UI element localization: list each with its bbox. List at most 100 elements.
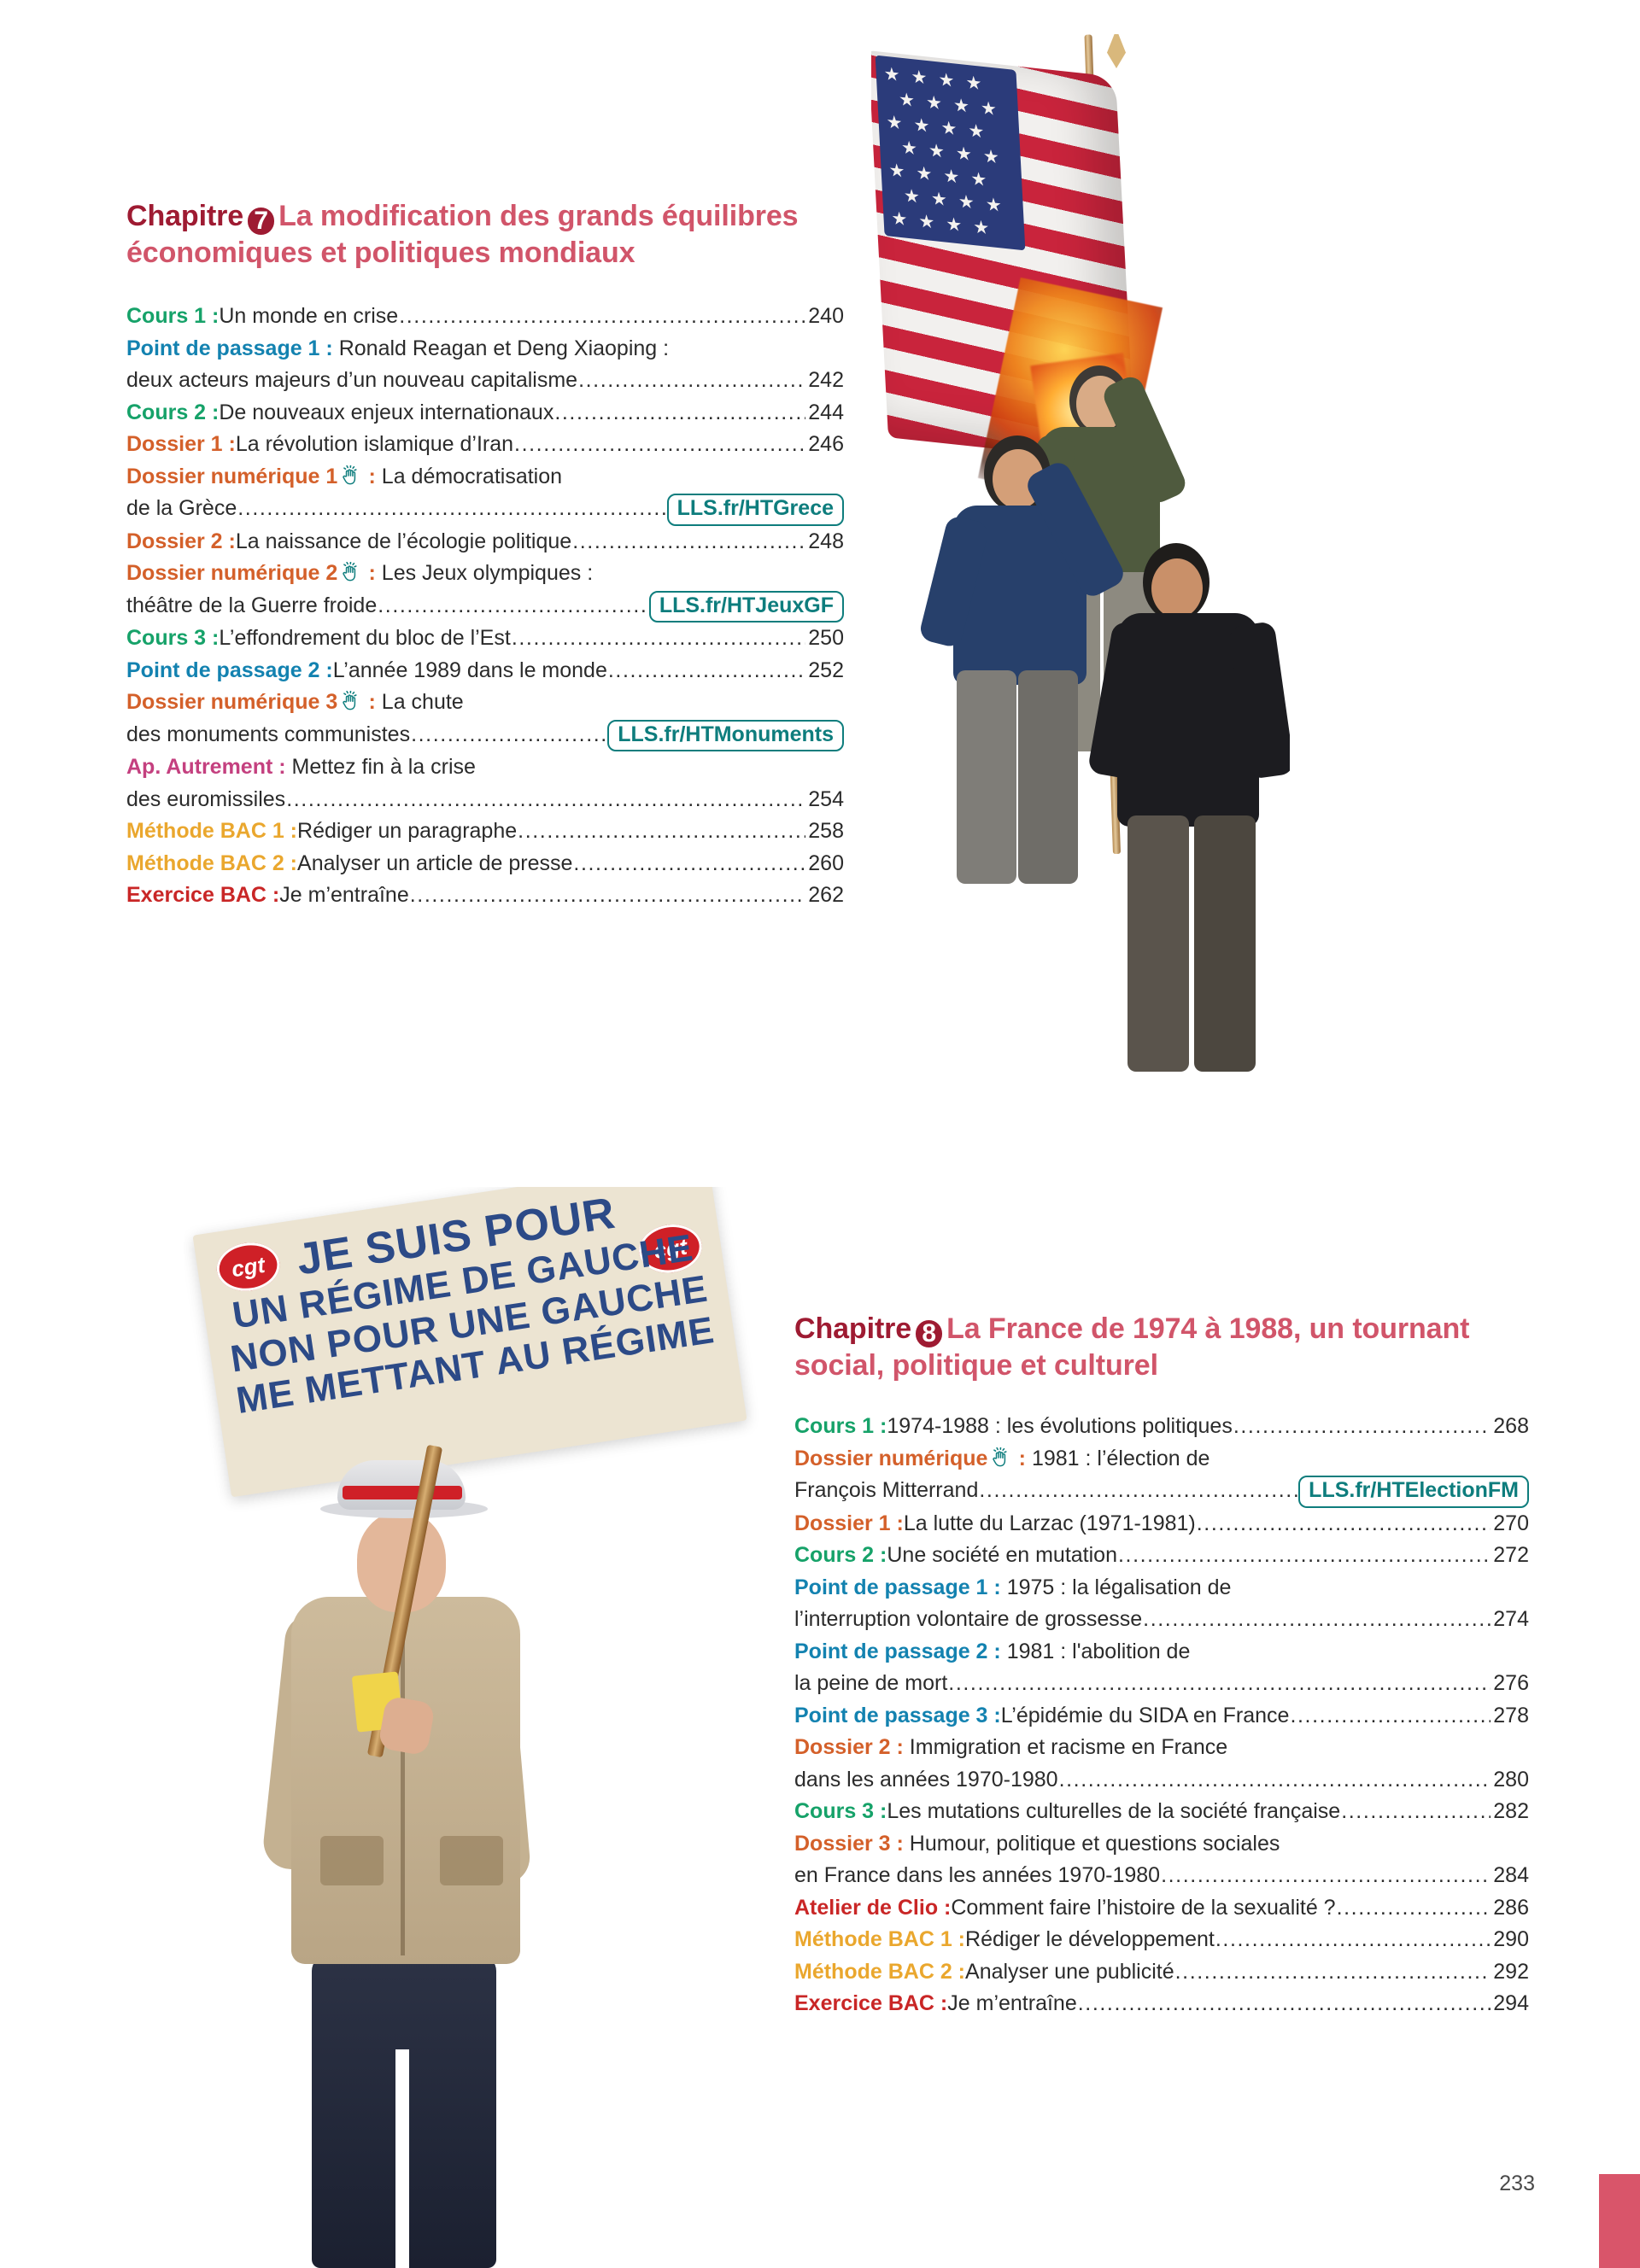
toc-entry[interactable]: Cours 3 : L’effondrement du bloc de l’Es… xyxy=(126,623,844,655)
dot-leader: ........................................… xyxy=(573,850,806,875)
toc-entry[interactable]: Cours 3 : Les mutations culturelles de l… xyxy=(794,1796,1529,1828)
dot-leader: ........................................… xyxy=(1077,1991,1491,2015)
toc-entry-page-number: 250 xyxy=(808,626,844,650)
dot-leader: ........................................… xyxy=(409,883,806,907)
chapter-7-number-badge: 7 xyxy=(247,208,275,235)
toc-entry[interactable]: Exercice BAC : Je m’entraîne............… xyxy=(794,1988,1529,2020)
click-hand-icon[interactable] xyxy=(340,465,360,488)
toc-entry-continuation[interactable]: théâtre de la Guerre froide.............… xyxy=(126,590,844,623)
toc-entry[interactable]: Dossier numérique 3 : La chute xyxy=(126,687,844,719)
toc-entry-continuation[interactable]: François Mitterrand.....................… xyxy=(794,1475,1529,1508)
toc-entry-page-number: 262 xyxy=(808,883,844,907)
toc-entry[interactable]: Cours 2 : De nouveaux enjeux internation… xyxy=(126,397,844,430)
chapter-7-toc-list: Cours 1 : Un monde en crise.............… xyxy=(126,301,844,912)
toc-entry[interactable]: Atelier de Clio : Comment faire l’histoi… xyxy=(794,1892,1529,1925)
toc-entry-continuation[interactable]: de la Grèce.............................… xyxy=(126,493,844,526)
toc-entry-page-number: 268 xyxy=(1493,1414,1529,1438)
toc-entry-continuation[interactable]: deux acteurs majeurs d’un nouveau capita… xyxy=(126,365,844,397)
toc-entry-label: Exercice BAC xyxy=(126,883,266,907)
toc-entry-page-number: 244 xyxy=(808,400,844,424)
toc-entry-description: Un monde en crise xyxy=(219,304,399,328)
toc-entry[interactable]: Exercice BAC : Je m’entraîne............… xyxy=(126,880,844,912)
toc-entry-page-number: 282 xyxy=(1493,1799,1529,1823)
toc-entry[interactable]: Point de passage 2 : 1981 : l'abolition … xyxy=(794,1636,1529,1669)
toc-entry-description: Mettez fin à la crise xyxy=(291,755,476,779)
toc-entry[interactable]: Point de passage 1 : Ronald Reagan et De… xyxy=(126,333,844,365)
toc-entry-label: Point de passage 1 xyxy=(794,1575,988,1599)
toc-entry-page-number: 286 xyxy=(1493,1895,1529,1920)
toc-entry-page-number: 278 xyxy=(1493,1703,1529,1727)
click-hand-icon[interactable] xyxy=(340,562,360,584)
toc-entry-label-group: Point de passage 1 : xyxy=(794,1575,1007,1599)
burning-american-flag-photo xyxy=(871,34,1290,1230)
toc-entry-colon: : xyxy=(319,336,333,360)
page-number: 233 xyxy=(1499,2172,1535,2195)
toc-entry-label: Méthode BAC 1 xyxy=(794,1927,952,1951)
toc-entry-continuation[interactable]: dans les années 1970-1980...............… xyxy=(794,1764,1529,1797)
toc-entry-continuation[interactable]: la peine de mort........................… xyxy=(794,1668,1529,1700)
click-hand-icon[interactable] xyxy=(340,691,360,713)
toc-entry-label-group: Dossier 2 : xyxy=(126,526,236,558)
toc-entry[interactable]: Point de passage 1 : 1975 : la légalisat… xyxy=(794,1572,1529,1605)
coat-pocket-right xyxy=(440,1836,503,1885)
toc-entry[interactable]: Dossier 2 : Immigration et racisme en Fr… xyxy=(794,1732,1529,1764)
dot-leader: ........................................… xyxy=(1233,1414,1491,1438)
toc-entry[interactable]: Dossier numérique 1 : La démocratisation xyxy=(126,461,844,494)
toc-entry-colon: : xyxy=(362,690,376,714)
toc-entry[interactable]: Ap. Autrement : Mettez fin à la crise xyxy=(126,751,844,784)
chapter-7-title: La modification des grands équilibres éc… xyxy=(126,200,799,269)
dot-leader: ........................................… xyxy=(578,368,805,392)
toc-entry[interactable]: Méthode BAC 1 : Rédiger un paragraphe...… xyxy=(126,815,844,848)
toc-entry-colon: : xyxy=(222,529,236,553)
toc-entry[interactable]: Dossier 2 : La naissance de l’écologie p… xyxy=(126,526,844,558)
toc-entry-continuation[interactable]: des euromissiles........................… xyxy=(126,784,844,816)
lls-link-badge[interactable]: LLS.fr/HTMonuments xyxy=(607,719,844,751)
chapter-7-heading: Chapitre 7 La modification des grands équi… xyxy=(126,198,827,272)
toc-entry[interactable]: Dossier numérique 2 : Les Jeux olympique… xyxy=(126,558,844,590)
toc-entry-continuation[interactable]: des monuments communistes...............… xyxy=(126,719,844,751)
toc-entry-label: Dossier 1 xyxy=(126,432,223,456)
lls-link-badge[interactable]: LLS.fr/HTElectionFM xyxy=(1298,1476,1529,1508)
toc-entry-colon: : xyxy=(952,1959,966,1984)
toc-entry-continuation[interactable]: l’interruption volontaire de grossesse..… xyxy=(794,1604,1529,1636)
toc-entry-page-number: 246 xyxy=(808,432,844,456)
toc-entry[interactable]: Cours 2 : Une société en mutation.......… xyxy=(794,1540,1529,1572)
dot-leader: ........................................… xyxy=(411,722,607,746)
toc-entry-colon: : xyxy=(874,1414,887,1438)
toc-entry-label: Dossier 3 xyxy=(794,1831,891,1856)
toc-entry-label-group: Cours 3 : xyxy=(794,1796,887,1828)
toc-entry-label: Cours 3 xyxy=(794,1799,875,1823)
lls-link-badge[interactable]: LLS.fr/HTJeuxGF xyxy=(648,590,844,623)
toc-entry[interactable]: Dossier 1 : La révolution islamique d’Ir… xyxy=(126,429,844,461)
toc-entry[interactable]: Point de passage 2 : L’année 1989 dans l… xyxy=(126,655,844,687)
toc-entry[interactable]: Cours 1 : 1974-1988 : les évolutions pol… xyxy=(794,1411,1529,1443)
toc-entry[interactable]: Cours 1 : Un monde en crise.............… xyxy=(126,301,844,333)
toc-entry-label-group: Dossier 2 : xyxy=(794,1735,910,1759)
toc-entry-description: La lutte du Larzac (1971-1981) xyxy=(903,1511,1196,1535)
dot-leader: ........................................… xyxy=(1215,1927,1491,1951)
lls-link-badge[interactable]: LLS.fr/HTGrece xyxy=(666,494,844,526)
protest-sign-text: JE SUIS POUR UN RÉGIME DE GAUCHE NON POU… xyxy=(195,1187,736,1424)
toc-entry-label-group: Méthode BAC 2 : xyxy=(126,848,297,880)
toc-entry[interactable]: Dossier 1 : La lutte du Larzac (1971-198… xyxy=(794,1508,1529,1540)
toc-entry-description: Analyser une publicité xyxy=(965,1959,1174,1984)
toc-entry-description: 1981 : l’élection de xyxy=(1031,1446,1210,1470)
toc-entry-page-number: 260 xyxy=(808,850,844,875)
toc-entry[interactable]: Dossier numérique : 1981 : l’élection de xyxy=(794,1443,1529,1476)
toc-entry-label: Point de passage 1 xyxy=(126,336,320,360)
dot-leader: ........................................… xyxy=(1196,1511,1491,1535)
toc-entry-page-number: 248 xyxy=(808,529,844,553)
toc-entry-label-group: Méthode BAC 1 : xyxy=(794,1924,965,1956)
toc-entry[interactable]: Méthode BAC 2 : Analyser un article de p… xyxy=(126,848,844,880)
toc-entry-label: Point de passage 2 xyxy=(794,1639,988,1663)
click-hand-icon[interactable] xyxy=(990,1447,1010,1470)
toc-entry-label: Méthode BAC 2 xyxy=(794,1959,952,1984)
toc-entry[interactable]: Méthode BAC 1 : Rédiger le développement… xyxy=(794,1924,1529,1956)
toc-entry[interactable]: Méthode BAC 2 : Analyser une publicité..… xyxy=(794,1956,1529,1989)
toc-entry[interactable]: Dossier 3 : Humour, politique et questio… xyxy=(794,1828,1529,1861)
toc-entry-continuation[interactable]: en France dans les années 1970-1980.....… xyxy=(794,1860,1529,1892)
dot-leader: ........................................… xyxy=(572,529,806,553)
toc-entry[interactable]: Point de passage 3 : L’épidémie du SIDA … xyxy=(794,1700,1529,1733)
toc-entry-description: 1981 : l'abolition de xyxy=(1006,1639,1191,1663)
person-hat xyxy=(337,1460,466,1510)
